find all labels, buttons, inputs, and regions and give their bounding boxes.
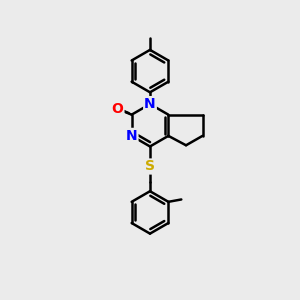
- Text: S: S: [145, 160, 155, 173]
- Text: O: O: [112, 102, 123, 116]
- Text: N: N: [144, 97, 156, 111]
- Text: N: N: [126, 129, 137, 143]
